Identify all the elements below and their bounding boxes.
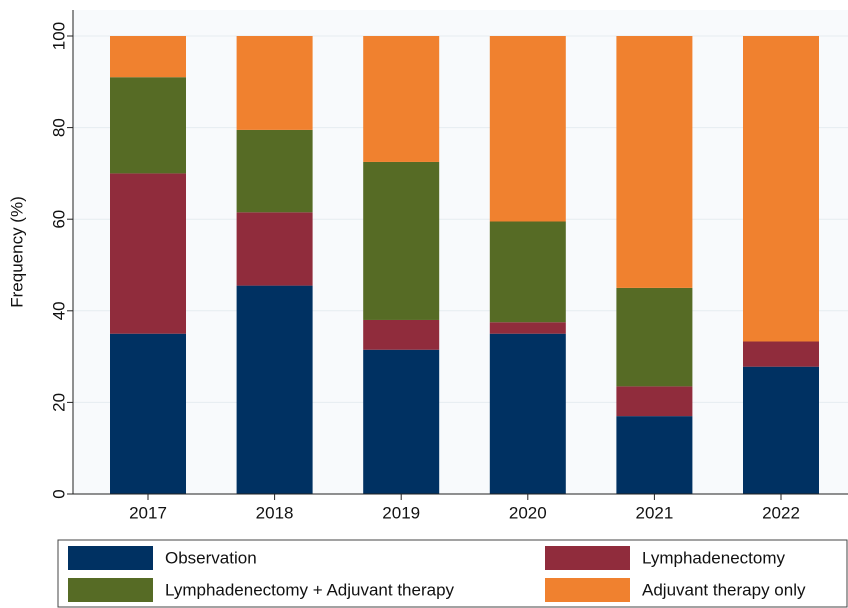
legend-label: Lymphadenectomy <box>642 548 786 567</box>
bar-segment <box>743 341 819 367</box>
bar-segment <box>363 161 440 320</box>
bar-segment <box>110 36 186 78</box>
bar-segment <box>616 36 693 288</box>
bar-segment <box>110 77 186 174</box>
bar-segment <box>363 36 440 162</box>
x-tick-label: 2017 <box>129 503 167 522</box>
x-tick-label: 2018 <box>256 503 294 522</box>
bar-segment <box>489 322 566 334</box>
legend-label: Lymphadenectomy + Adjuvant therapy <box>165 580 455 599</box>
legend-swatch <box>545 546 630 570</box>
legend-label: Observation <box>165 548 257 567</box>
bar-segment <box>489 333 566 494</box>
x-tick-label: 2019 <box>382 503 420 522</box>
y-tick-label: 80 <box>49 118 68 137</box>
bar-segment <box>616 287 693 387</box>
bar-segment <box>489 36 566 222</box>
x-tick-label: 2022 <box>762 503 800 522</box>
y-tick-label: 60 <box>49 210 68 229</box>
legend-box <box>57 539 848 608</box>
y-tick-label: 0 <box>49 489 68 498</box>
bar-segment <box>363 319 440 350</box>
y-tick-label: 100 <box>49 22 68 50</box>
bar-segment <box>236 285 313 494</box>
bar-segment <box>743 36 819 342</box>
bar-segment <box>616 386 693 417</box>
y-axis-title: Frequency (%) <box>7 196 26 307</box>
legend-swatch <box>545 578 630 602</box>
bar-segment <box>489 221 566 323</box>
bar-segment <box>236 212 313 286</box>
legend-swatch <box>68 578 153 602</box>
bar-segment <box>616 416 693 494</box>
bar-segment <box>236 129 313 213</box>
legend-swatch <box>68 546 153 570</box>
bar-segment <box>363 349 440 494</box>
x-tick-label: 2020 <box>509 503 547 522</box>
x-tick-label: 2021 <box>635 503 673 522</box>
y-tick-label: 40 <box>49 301 68 320</box>
y-tick-label: 20 <box>49 393 68 412</box>
plot-area <box>73 10 848 494</box>
bar-segment <box>110 173 186 334</box>
bar-segment <box>110 333 186 494</box>
legend-label: Adjuvant therapy only <box>642 580 806 599</box>
bar-segment <box>743 366 819 494</box>
bar-segment <box>236 36 313 130</box>
